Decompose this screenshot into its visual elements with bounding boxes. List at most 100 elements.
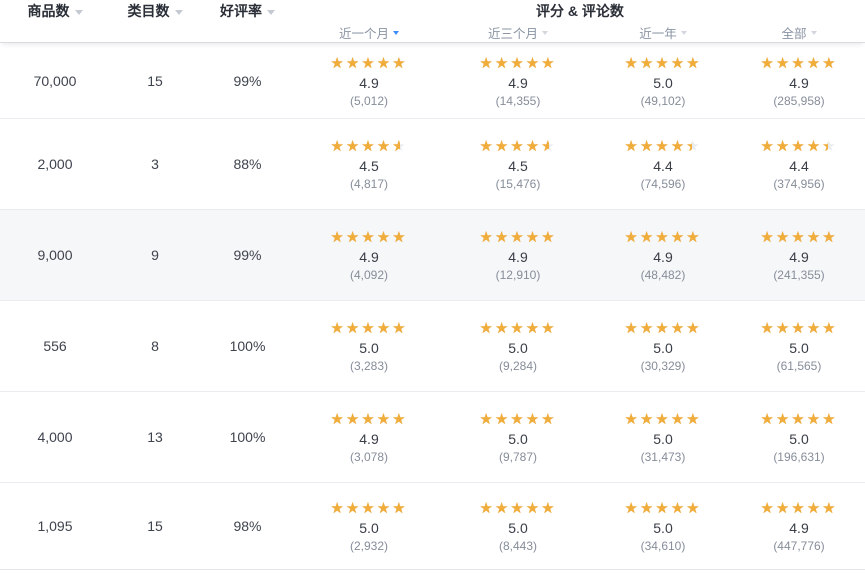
star-empty-icons: ★★★★★ [479, 138, 557, 155]
rating-score: 5.0 [653, 340, 673, 356]
subcolumn-header-all-time-label: 全部 [781, 26, 807, 41]
subcolumn-header-last-3-months-label: 近三个月 [487, 26, 538, 41]
column-header-positive-rate-label: 好评率 [220, 3, 262, 19]
review-count: (9,787) [498, 450, 538, 464]
rating-cell: ★★★★★ ★★★★★ 4.9 (12,910) [443, 209, 593, 301]
sort-caret-icon[interactable] [267, 9, 275, 15]
rating-score: 4.5 [508, 158, 528, 174]
rating-score: 4.9 [653, 249, 673, 265]
rating-score: 4.9 [508, 74, 528, 91]
review-count: (49,102) [640, 93, 686, 108]
rating-score: 4.4 [653, 158, 673, 174]
sort-caret-icon[interactable] [542, 31, 548, 35]
column-header-products[interactable]: 商品数 [0, 1, 110, 21]
table-row: 70,000 15 99% ★★★★★ ★★★★★ 4.9 (5,012) ★★… [0, 43, 865, 119]
star-rating-icon: ★★★★★ ★★★★★ [760, 139, 837, 155]
subcolumn-header-all-time[interactable]: 全部 [733, 23, 865, 42]
review-count: (4,092) [349, 268, 389, 282]
rating-score: 4.9 [359, 431, 379, 447]
column-header-categories[interactable]: 类目数 [110, 1, 200, 21]
sort-caret-icon[interactable] [680, 31, 687, 35]
star-rating-icon: ★★★★★ ★★★★★ [624, 139, 701, 155]
subcolumn-header-last-month[interactable]: 近一个月 [295, 23, 443, 42]
review-count: (196,631) [773, 450, 825, 464]
review-count: (30,329) [640, 359, 686, 373]
rating-score: 5.0 [508, 520, 528, 536]
column-header-positive-rate[interactable]: 好评率 [200, 1, 295, 21]
star-empty-icons: ★★★★★ [760, 320, 838, 337]
star-filled-icons: ★★★★★ [624, 230, 701, 246]
table-row: 2,000 3 88% ★★★★★ ★★★★★ 4.5 (4,817) ★★★★… [0, 119, 865, 210]
star-filled-icons: ★★★★★ [760, 139, 828, 155]
rating-cell: ★★★★★ ★★★★★ 4.4 (74,596) [593, 118, 733, 210]
rating-score: 5.0 [508, 431, 528, 447]
subcolumn-header-last-year[interactable]: 近一年 [593, 23, 733, 42]
star-rating-icon: ★★★★★ ★★★★★ [760, 321, 837, 337]
rating-cell: ★★★★★ ★★★★★ 4.9 (3,078) [295, 391, 443, 483]
products-count-cell: 556 [43, 338, 67, 354]
products-count-cell: 70,000 [33, 72, 77, 89]
star-filled-icons: ★★★★★ [624, 55, 702, 72]
subcolumn-header-last-3-months[interactable]: 近三个月 [443, 23, 593, 42]
positive-rate-cell: 99% [233, 247, 262, 263]
star-rating-icon: ★★★★★ ★★★★★ [330, 139, 407, 155]
rating-cell: ★★★★★ ★★★★★ 4.9 (241,355) [733, 209, 865, 301]
sort-caret-icon[interactable] [810, 31, 817, 35]
star-filled-icons: ★★★★★ [330, 501, 408, 517]
review-count: (74,596) [640, 177, 686, 191]
categories-count-cell: 15 [147, 518, 163, 534]
categories-count-cell: 15 [147, 72, 163, 89]
table-header: 商品数 类目数 好评率 评分 & 评论数 近一个月 近三个月 近一年 全部 [0, 0, 865, 43]
rating-cell: ★★★★★ ★★★★★ 4.9 (14,355) [443, 42, 593, 119]
review-count: (9,284) [498, 359, 538, 373]
star-filled-icons: ★★★★★ [760, 321, 838, 337]
rating-cell: ★★★★★ ★★★★★ 5.0 (34,610) [593, 482, 733, 570]
products-count-cell: 4,000 [37, 429, 73, 445]
star-filled-icons: ★★★★★ [624, 501, 702, 517]
rating-score: 4.9 [359, 249, 379, 265]
review-count: (4,817) [349, 177, 389, 191]
sort-caret-icon[interactable] [74, 9, 83, 15]
rating-cell: ★★★★★ ★★★★★ 5.0 (61,565) [733, 300, 865, 392]
review-count: (374,956) [773, 177, 825, 191]
star-empty-icons: ★★★★★ [330, 411, 408, 428]
rating-cell: ★★★★★ ★★★★★ 5.0 (31,473) [593, 391, 733, 483]
rating-cell: ★★★★★ ★★★★★ 4.9 (5,012) [295, 42, 443, 119]
star-rating-icon: ★★★★★ ★★★★★ [624, 55, 702, 72]
rating-cell: ★★★★★ ★★★★★ 5.0 (49,102) [593, 42, 733, 119]
review-count: (5,012) [349, 93, 389, 108]
products-count-cell: 9,000 [37, 247, 73, 263]
star-rating-icon: ★★★★★ ★★★★★ [624, 230, 701, 246]
star-empty-icons: ★★★★★ [760, 411, 838, 428]
sort-caret-icon[interactable] [174, 9, 183, 15]
star-empty-icons: ★★★★★ [624, 229, 702, 246]
star-filled-icons: ★★★★★ [330, 321, 408, 337]
table-body: 70,000 15 99% ★★★★★ ★★★★★ 4.9 (5,012) ★★… [0, 43, 865, 570]
sort-caret-active-icon[interactable] [393, 31, 399, 35]
rating-cell: ★★★★★ ★★★★★ 5.0 (9,284) [443, 300, 593, 392]
table-row: 556 8 100% ★★★★★ ★★★★★ 5.0 (3,283) ★★★★★… [0, 301, 865, 392]
review-count: (3,078) [349, 450, 389, 464]
positive-rate-cell: 98% [233, 518, 262, 534]
rating-score: 5.0 [653, 74, 673, 91]
review-count: (14,355) [495, 93, 541, 108]
star-rating-icon: ★★★★★ ★★★★★ [479, 412, 556, 428]
review-count: (3,283) [349, 359, 389, 373]
categories-count-cell: 13 [147, 429, 163, 445]
star-empty-icons: ★★★★★ [624, 320, 702, 337]
rating-cell: ★★★★★ ★★★★★ 4.9 (285,958) [733, 42, 865, 119]
star-rating-icon: ★★★★★ ★★★★★ [760, 55, 837, 72]
rating-cell: ★★★★★ ★★★★★ 5.0 (196,631) [733, 391, 865, 483]
rating-cell: ★★★★★ ★★★★★ 5.0 (9,787) [443, 391, 593, 483]
star-filled-icons: ★★★★★ [479, 321, 557, 337]
star-rating-icon: ★★★★★ ★★★★★ [479, 230, 556, 246]
star-rating-icon: ★★★★★ ★★★★★ [624, 412, 701, 428]
rating-cell: ★★★★★ ★★★★★ 5.0 (2,932) [295, 482, 443, 570]
star-rating-icon: ★★★★★ ★★★★★ [479, 55, 556, 72]
star-rating-icon: ★★★★★ ★★★★★ [624, 501, 701, 517]
rating-score: 5.0 [508, 340, 528, 356]
review-count: (15,476) [495, 177, 541, 191]
star-empty-icons: ★★★★★ [760, 229, 838, 246]
star-empty-icons: ★★★★★ [624, 138, 702, 155]
